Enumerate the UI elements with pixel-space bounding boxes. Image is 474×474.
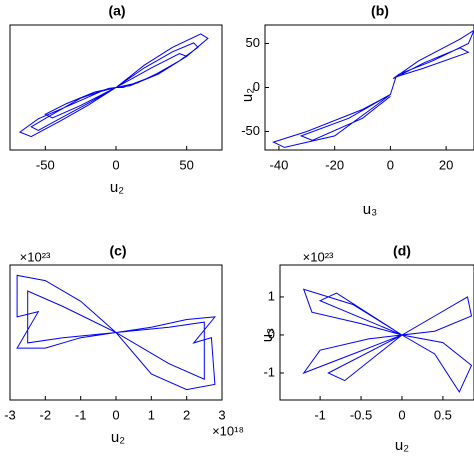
x-tick-label: 1 bbox=[148, 407, 155, 422]
y-tick-label: 50 bbox=[246, 35, 260, 50]
x-axis-label: u₂ bbox=[395, 437, 409, 454]
x-tick-label: 0.5 bbox=[434, 407, 452, 422]
x-tick-label: 0 bbox=[387, 157, 394, 172]
x-tick-label: -1 bbox=[75, 407, 87, 422]
y-tick-label: 0 bbox=[268, 326, 275, 341]
trajectory bbox=[302, 288, 473, 394]
x-tick-label: -2 bbox=[40, 407, 52, 422]
y-tick-label: 0 bbox=[253, 79, 260, 94]
panel-title: (c) bbox=[109, 243, 126, 259]
x-tick-label: 50 bbox=[179, 157, 193, 172]
y-axis-label: u₂ bbox=[239, 88, 256, 102]
trajectory bbox=[18, 33, 209, 138]
panel-title: (a) bbox=[108, 3, 125, 19]
trajectory bbox=[16, 274, 217, 391]
x-tick-label: 3 bbox=[218, 407, 225, 422]
x-tick-label: 20 bbox=[439, 157, 453, 172]
x-tick-label: -20 bbox=[325, 157, 344, 172]
x-tick-label: 2 bbox=[183, 407, 190, 422]
x-axis-label: u₂ bbox=[111, 429, 125, 446]
x-exponent: ×10¹⁸ bbox=[212, 423, 244, 438]
x-axis-label: u₂ bbox=[110, 179, 124, 196]
y-tick-label: 1 bbox=[268, 288, 275, 303]
trajectory bbox=[272, 29, 474, 148]
x-axis-label: u₃ bbox=[363, 201, 377, 218]
x-tick-label: -40 bbox=[270, 157, 289, 172]
y-tick-label: -50 bbox=[241, 123, 260, 138]
panel-title: (d) bbox=[393, 243, 411, 259]
y-tick-label: -1 bbox=[263, 364, 275, 379]
x-tick-label: -0.5 bbox=[350, 407, 372, 422]
panel-title: (b) bbox=[371, 3, 389, 19]
plot-frame bbox=[264, 24, 474, 151]
x-tick-label: -50 bbox=[36, 157, 55, 172]
y-exponent: ×10²³ bbox=[20, 249, 51, 264]
x-tick-label: -3 bbox=[4, 407, 16, 422]
x-tick-label: 0 bbox=[112, 157, 119, 172]
y-axis-label: u₃ bbox=[259, 328, 276, 342]
x-tick-label: 0 bbox=[398, 407, 405, 422]
x-tick-label: -1 bbox=[314, 407, 326, 422]
y-exponent: ×10²³ bbox=[303, 249, 334, 264]
x-tick-label: 0 bbox=[112, 407, 119, 422]
plot-frame bbox=[279, 264, 474, 401]
